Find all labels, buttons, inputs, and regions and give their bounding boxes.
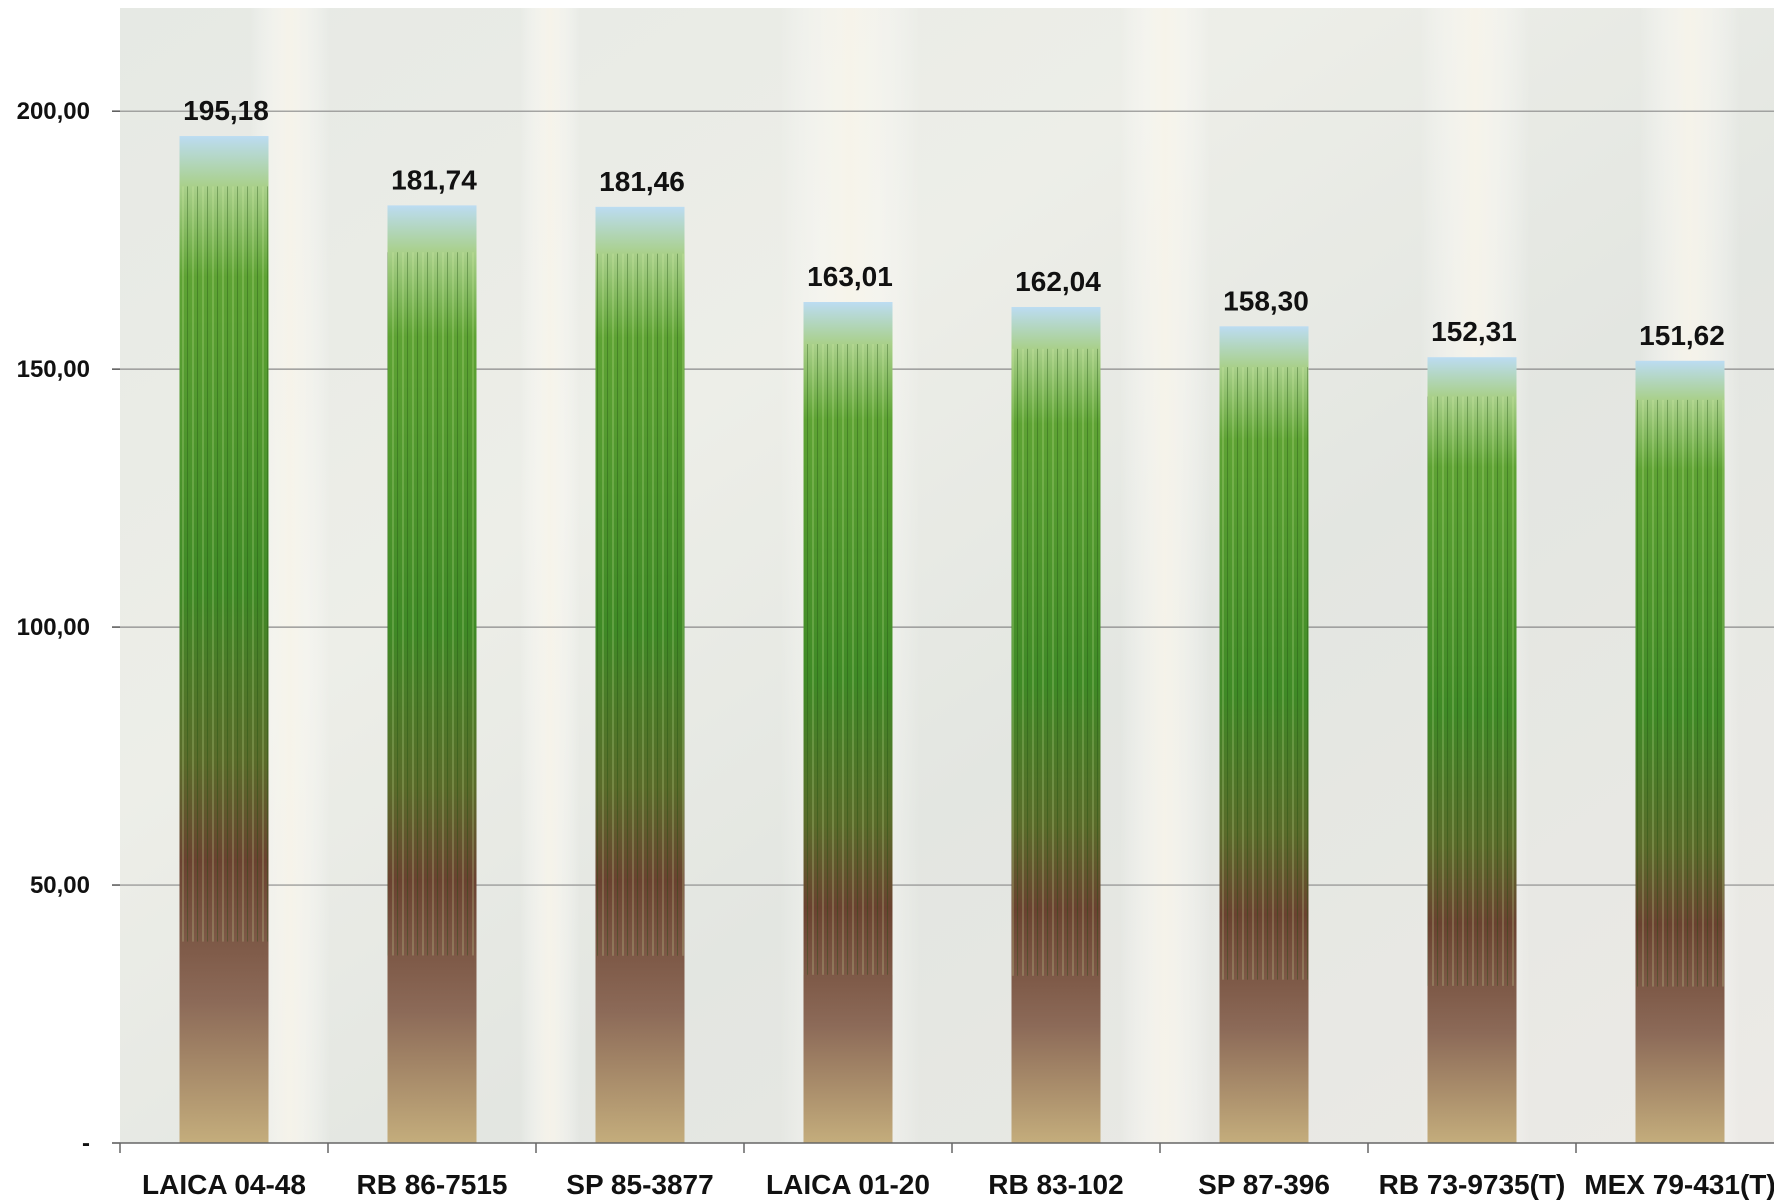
x-category-label: RB 86-7515 bbox=[357, 1169, 508, 1200]
bar-leaf-texture bbox=[1219, 367, 1309, 980]
data-label: 195,18 bbox=[183, 95, 269, 126]
data-labels: 195,18 181,74 181,46 163,01 162,04 158,30 152,… bbox=[183, 95, 1725, 351]
y-axis-ticks: - 50,00 100,00 150,00 200,00 bbox=[17, 98, 120, 1157]
bar bbox=[1219, 326, 1309, 1143]
data-label: 152,31 bbox=[1431, 316, 1517, 347]
x-category-label: MEX 79-431(T) bbox=[1584, 1169, 1774, 1200]
x-category-label: RB 73-9735(T) bbox=[1379, 1169, 1566, 1200]
bar bbox=[387, 205, 477, 1143]
y-tick-label: 100,00 bbox=[17, 614, 90, 641]
bar-leaf-texture bbox=[1427, 396, 1517, 986]
bar bbox=[1011, 307, 1101, 1144]
bar-leaf-texture bbox=[1635, 399, 1725, 987]
bar bbox=[803, 302, 893, 1143]
bar bbox=[595, 206, 685, 1143]
x-axis: LAICA 04-48 RB 86-7515 SP 85-3877 LAICA 01-… bbox=[119, 1142, 1774, 1200]
data-label: 158,30 bbox=[1223, 285, 1309, 316]
data-label: 163,01 bbox=[807, 261, 893, 292]
x-category-label: SP 85-3877 bbox=[566, 1169, 713, 1200]
y-tick-label: 150,00 bbox=[17, 356, 90, 383]
data-label: 181,46 bbox=[599, 166, 685, 197]
bar bbox=[1427, 357, 1517, 1143]
bar-leaf-texture bbox=[595, 253, 685, 956]
data-label: 151,62 bbox=[1639, 320, 1725, 351]
bars bbox=[179, 136, 1725, 1144]
bar-leaf-texture bbox=[387, 252, 477, 956]
bar bbox=[179, 136, 269, 1143]
x-category-label: SP 87-396 bbox=[1198, 1169, 1330, 1200]
bar-leaf-texture bbox=[803, 344, 893, 975]
y-tick-label: - bbox=[82, 1130, 90, 1157]
x-category-label: LAICA 01-20 bbox=[766, 1169, 930, 1200]
x-category-label: LAICA 04-48 bbox=[142, 1169, 306, 1200]
data-label: 181,74 bbox=[391, 164, 477, 195]
x-category-label: RB 83-102 bbox=[988, 1169, 1123, 1200]
data-label: 162,04 bbox=[1015, 266, 1101, 297]
bar-leaf-texture bbox=[179, 186, 269, 942]
bar-leaf-texture bbox=[1011, 348, 1101, 976]
photo-background bbox=[120, 8, 1774, 1143]
y-tick-label: 200,00 bbox=[17, 98, 90, 125]
y-tick-label: 50,00 bbox=[30, 872, 90, 899]
bar bbox=[1635, 360, 1725, 1143]
